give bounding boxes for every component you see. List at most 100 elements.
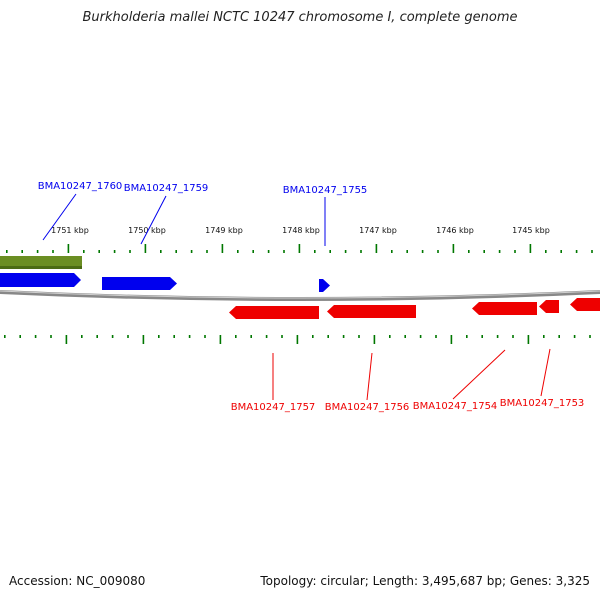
major-tick xyxy=(67,244,70,253)
ruler-tick-label: 1748 kbp xyxy=(282,226,320,235)
minor-tick xyxy=(50,335,52,338)
gene-bma10247-1757[interactable] xyxy=(229,306,319,319)
minor-tick xyxy=(21,250,23,253)
minor-tick xyxy=(267,250,270,253)
major-tick xyxy=(450,335,453,344)
minor-tick xyxy=(235,335,237,338)
minor-tick xyxy=(204,335,206,338)
major-tick xyxy=(221,244,224,253)
minor-tick xyxy=(591,250,593,253)
minor-tick xyxy=(252,250,254,253)
minor-tick xyxy=(175,250,177,253)
minor-tick xyxy=(437,250,439,253)
minor-tick xyxy=(481,335,483,338)
gene-label-bma10247-1756[interactable]: BMA10247_1756 xyxy=(325,402,410,413)
gene-bma10247-1760[interactable] xyxy=(0,256,82,268)
chromosome-backbone xyxy=(0,290,600,301)
minor-tick xyxy=(435,335,437,338)
leader-line xyxy=(540,348,551,397)
major-tick xyxy=(65,335,68,344)
minor-tick xyxy=(573,335,576,338)
minor-tick xyxy=(52,250,54,253)
gene-bma10247-1755[interactable] xyxy=(319,279,330,292)
minor-tick xyxy=(421,250,424,253)
ruler-ticks-bottom xyxy=(4,335,591,344)
minor-tick xyxy=(545,250,547,253)
minor-tick xyxy=(496,335,499,338)
minor-tick xyxy=(327,335,329,338)
minor-tick xyxy=(160,250,162,253)
gene-label-bma10247-1755[interactable]: BMA10247_1755 xyxy=(283,185,368,196)
gene-bma10247-1759[interactable] xyxy=(102,277,177,290)
gene-features xyxy=(0,256,600,319)
ruler-tick-label: 1745 kbp xyxy=(512,226,550,235)
gene-label-bma10247-1760[interactable]: BMA10247_1760 xyxy=(38,181,123,192)
map-title: Burkholderia mallei NCTC 10247 chromosom… xyxy=(82,10,518,25)
ruler-tick-label: 1749 kbp xyxy=(205,226,243,235)
minor-tick xyxy=(173,335,175,338)
minor-tick xyxy=(81,335,83,338)
major-tick xyxy=(144,244,147,253)
minor-tick xyxy=(98,250,100,253)
gene-bma10247-1756[interactable] xyxy=(327,305,416,318)
minor-tick xyxy=(575,250,578,253)
minor-tick xyxy=(188,335,191,338)
minor-tick xyxy=(314,250,316,253)
minor-tick xyxy=(468,250,470,253)
minor-tick xyxy=(19,335,21,338)
leader-line xyxy=(42,193,77,241)
major-tick xyxy=(375,244,378,253)
gene-label-bma10247-1759[interactable]: BMA10247_1759 xyxy=(124,183,209,194)
major-tick xyxy=(298,244,301,253)
minor-tick xyxy=(206,250,208,253)
major-tick xyxy=(529,244,532,253)
gene-bma10247-1753[interactable] xyxy=(539,300,559,313)
minor-tick xyxy=(96,335,98,338)
major-tick xyxy=(373,335,376,344)
minor-tick xyxy=(111,335,114,338)
minor-tick xyxy=(589,335,591,338)
minor-tick xyxy=(558,335,560,338)
gene-reverse-unlabeled[interactable] xyxy=(570,298,600,311)
minor-tick xyxy=(466,335,468,338)
gene-labels: BMA10247_1760 BMA10247_1759 BMA10247_1755 B… xyxy=(38,181,585,413)
gene-shadow xyxy=(0,266,82,269)
minor-tick xyxy=(360,250,362,253)
ruler-tick-label: 1751 kbp xyxy=(51,226,89,235)
minor-tick xyxy=(342,335,345,338)
minor-tick xyxy=(4,335,6,338)
minor-tick xyxy=(498,250,501,253)
minor-tick xyxy=(419,335,422,338)
ruler-tick-label: 1747 kbp xyxy=(359,226,397,235)
minor-tick xyxy=(483,250,485,253)
minor-tick xyxy=(404,335,406,338)
minor-tick xyxy=(281,335,283,338)
gene-bma10247-1754[interactable] xyxy=(472,302,537,315)
minor-tick xyxy=(265,335,268,338)
minor-tick xyxy=(391,250,393,253)
leader-line xyxy=(452,349,506,400)
minor-tick xyxy=(237,250,239,253)
gene-label-bma10247-1757[interactable]: BMA10247_1757 xyxy=(231,402,316,413)
minor-tick xyxy=(6,250,8,253)
minor-tick xyxy=(344,250,347,253)
gene-label-bma10247-1753[interactable]: BMA10247_1753 xyxy=(500,398,585,409)
major-tick xyxy=(142,335,145,344)
leader-line xyxy=(140,195,167,245)
major-tick xyxy=(219,335,222,344)
minor-tick xyxy=(514,250,516,253)
minor-tick xyxy=(389,335,391,338)
minor-tick xyxy=(36,250,39,253)
ruler-tick-label: 1746 kbp xyxy=(436,226,474,235)
minor-tick xyxy=(83,250,85,253)
ruler-tick-labels: 1751 kbp 1750 kbp 1749 kbp 1748 kbp 1747 kbp… xyxy=(51,226,550,235)
gene-label-bma10247-1754[interactable]: BMA10247_1754 xyxy=(413,401,498,412)
major-tick xyxy=(296,335,299,344)
minor-tick xyxy=(543,335,545,338)
ruler-ticks-top xyxy=(6,244,593,253)
minor-tick xyxy=(34,335,37,338)
gene-forward-unlabeled[interactable] xyxy=(0,273,81,287)
accession-text: Accession: NC_009080 xyxy=(9,574,146,588)
minor-tick xyxy=(283,250,285,253)
